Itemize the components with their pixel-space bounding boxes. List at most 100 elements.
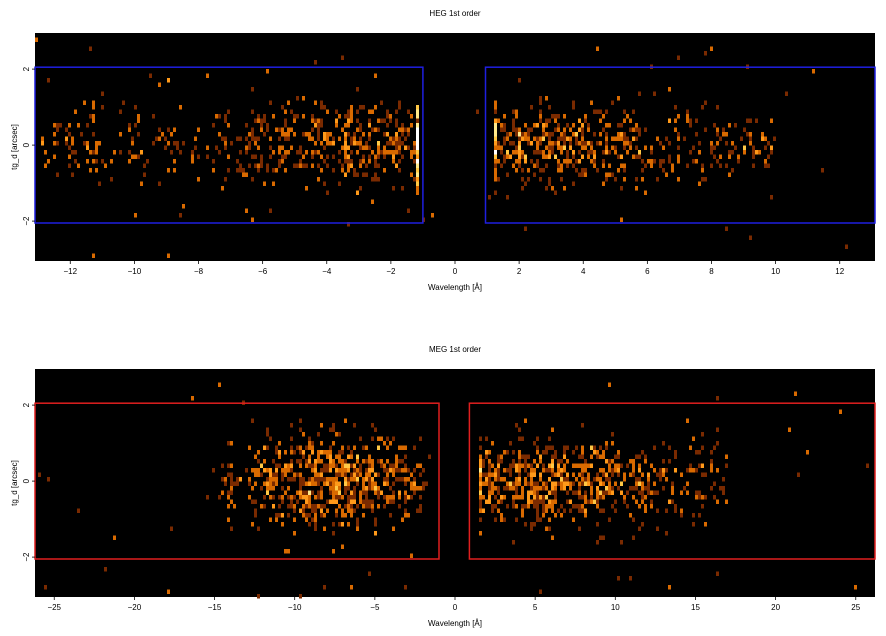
event-cell [716, 441, 719, 446]
event-cell [641, 495, 644, 500]
event-cell [596, 499, 599, 504]
event-cell [317, 481, 320, 486]
event-cell [344, 141, 347, 146]
event-cell [332, 531, 335, 536]
event-cell [662, 468, 665, 473]
event-cell [41, 141, 44, 146]
event-cell [344, 136, 347, 141]
event-cell [602, 454, 605, 459]
event-cell [353, 445, 356, 450]
event-cell [548, 136, 551, 141]
event-cell [251, 127, 254, 132]
event-cell [131, 154, 134, 159]
event-cell [677, 55, 680, 60]
event-cell [725, 141, 728, 146]
event-cell [380, 459, 383, 464]
event-cell [257, 459, 260, 464]
event-cell [710, 450, 713, 455]
event-cell [488, 459, 491, 464]
event-cell [599, 445, 602, 450]
event-cell [191, 396, 194, 401]
event-cell [509, 154, 512, 159]
event-cell [500, 513, 503, 518]
event-cell [635, 186, 638, 191]
event-cell [548, 436, 551, 441]
event-cell [248, 495, 251, 500]
event-cell [509, 486, 512, 491]
event-cell [92, 132, 95, 137]
event-cell [716, 141, 719, 146]
event-cell [137, 118, 140, 123]
event-cell [590, 486, 593, 491]
event-cell [737, 159, 740, 164]
event-cell [377, 436, 380, 441]
event-cell [560, 504, 563, 509]
event-cell [290, 468, 293, 473]
event-cell [308, 463, 311, 468]
event-cell [485, 450, 488, 455]
event-cell [278, 127, 281, 132]
event-cell [722, 132, 725, 137]
event-cell [350, 163, 353, 168]
event-cell [716, 132, 719, 137]
event-cell [482, 508, 485, 513]
event-cell [545, 486, 548, 491]
event-cell [617, 468, 620, 473]
event-cell [368, 504, 371, 509]
event-cell [368, 459, 371, 464]
event-cell [374, 163, 377, 168]
event-cell [719, 486, 722, 491]
event-cell [278, 159, 281, 164]
event-cell [629, 118, 632, 123]
event-cell [563, 477, 566, 482]
event-cell [377, 141, 380, 146]
event-cell [215, 145, 218, 150]
event-cell [272, 168, 275, 173]
event-cell [632, 495, 635, 500]
event-cell [134, 154, 137, 159]
event-cell [515, 168, 518, 173]
event-cell [548, 445, 551, 450]
event-cell [299, 486, 302, 491]
event-cell [377, 486, 380, 491]
event-cell [617, 472, 620, 477]
event-cell [338, 495, 341, 500]
event-cell [701, 472, 704, 477]
event-cell [503, 517, 506, 522]
event-cell [689, 468, 692, 473]
event-cell [584, 114, 587, 119]
event-cell [416, 123, 419, 128]
event-cell [317, 132, 320, 137]
event-cell [365, 163, 368, 168]
event-cell [263, 132, 266, 137]
event-cell [386, 472, 389, 477]
event-cell [101, 159, 104, 164]
event-cell [686, 490, 689, 495]
event-cell [650, 490, 653, 495]
event-cell [368, 154, 371, 159]
event-cell [590, 100, 593, 105]
event-cell [395, 150, 398, 155]
event-cell [563, 114, 566, 119]
event-cell [47, 477, 50, 482]
event-cell [596, 486, 599, 491]
event-cell [317, 118, 320, 123]
event-cell [728, 154, 731, 159]
event-cell [257, 118, 260, 123]
event-cell [500, 454, 503, 459]
event-cell [353, 136, 356, 141]
event-cell [539, 150, 542, 155]
event-cell [206, 145, 209, 150]
event-cell [572, 132, 575, 137]
event-cell [599, 454, 602, 459]
event-cell [632, 468, 635, 473]
event-cell [239, 136, 242, 141]
event-cell [536, 159, 539, 164]
event-cell [548, 118, 551, 123]
event-cell [563, 463, 566, 468]
event-cell [674, 454, 677, 459]
event-cell [71, 136, 74, 141]
event-cell [737, 154, 740, 159]
event-cell [275, 472, 278, 477]
event-cell [632, 136, 635, 141]
